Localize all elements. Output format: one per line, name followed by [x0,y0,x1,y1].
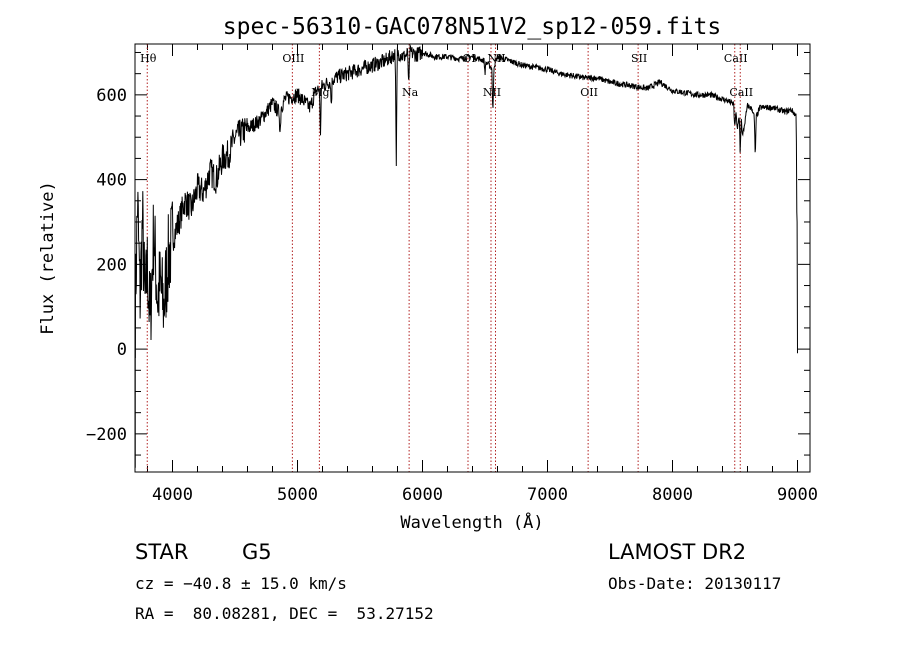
y-tick-label: 600 [96,86,127,106]
y-axis-label: Flux (relative) [38,181,58,335]
y-tick-label: 200 [96,255,127,275]
x-tick-label: 4000 [152,485,193,505]
chart-title: spec-56310-GAC078N51V2_sp12-059.fits [223,14,722,40]
survey-name: LAMOST DR2 [608,540,747,564]
spectral-line-label: OIII [282,52,304,65]
object-subclass: G5 [242,540,272,564]
redshift-text: cz = −40.8 ± 15.0 km/s [135,574,347,593]
x-tick-label: 8000 [652,485,693,505]
obs-date-text: Obs-Date: 20130117 [608,574,782,593]
spectral-line-label: CaII [724,52,748,65]
spectral-line-label: SII [631,52,647,65]
x-tick-label: 6000 [402,485,443,505]
coordinates-text: RA = 80.08281, DEC = 53.27152 [135,604,434,623]
object-class: STAR [135,540,189,564]
spectral-line-label: Na [402,86,419,99]
x-axis-label: Wavelength (Å) [400,511,543,533]
spectral-line-label: OI [462,52,475,65]
x-tick-label: 7000 [527,485,568,505]
plot-area: 4000 5000 6000 7000 8000 9000 −200 0 200 400 600 Hθ… [86,43,818,505]
spectral-line-label: OII [580,86,598,99]
spectral-line-label: Hθ [140,52,157,65]
x-tick-label: 5000 [277,485,318,505]
y-tick-label: 0 [117,340,127,360]
y-tick-label: −200 [86,425,127,445]
spectral-line-label: CaII [729,86,753,99]
plot-frame [134,43,811,473]
x-tick-label: 9000 [777,485,818,505]
y-tick-label: 400 [96,171,127,191]
spectrum-series-line [134,43,798,359]
